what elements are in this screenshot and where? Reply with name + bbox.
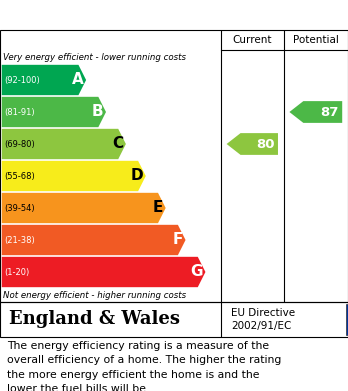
Text: EU Directive
2002/91/EC: EU Directive 2002/91/EC (231, 308, 295, 331)
Text: (21-38): (21-38) (5, 235, 35, 244)
Polygon shape (2, 257, 205, 287)
Text: Not energy efficient - higher running costs: Not energy efficient - higher running co… (3, 291, 187, 300)
Text: A: A (72, 72, 83, 88)
Polygon shape (2, 97, 106, 127)
Polygon shape (2, 65, 86, 95)
Polygon shape (227, 133, 278, 155)
Text: England & Wales: England & Wales (9, 310, 180, 328)
Text: E: E (152, 201, 163, 215)
Text: (92-100): (92-100) (5, 75, 40, 84)
Text: G: G (190, 264, 203, 280)
Polygon shape (290, 101, 342, 123)
Text: D: D (130, 169, 143, 183)
Text: (69-80): (69-80) (5, 140, 35, 149)
Polygon shape (2, 161, 146, 191)
Text: Energy Efficiency Rating: Energy Efficiency Rating (9, 7, 230, 23)
Text: (55-68): (55-68) (5, 172, 35, 181)
Text: Potential: Potential (293, 35, 339, 45)
Text: (81-91): (81-91) (5, 108, 35, 117)
Polygon shape (2, 193, 166, 223)
Text: 80: 80 (256, 138, 274, 151)
Text: F: F (172, 233, 183, 248)
Polygon shape (2, 225, 185, 255)
Text: C: C (112, 136, 123, 151)
Bar (346, 304, 348, 335)
Text: (1-20): (1-20) (5, 267, 30, 276)
Polygon shape (2, 129, 126, 159)
Text: Very energy efficient - lower running costs: Very energy efficient - lower running co… (3, 52, 187, 61)
Text: Current: Current (232, 35, 272, 45)
Text: The energy efficiency rating is a measure of the
overall efficiency of a home. T: The energy efficiency rating is a measur… (7, 341, 281, 391)
Text: (39-54): (39-54) (5, 203, 35, 212)
Text: B: B (92, 104, 103, 120)
Text: 87: 87 (320, 106, 338, 118)
